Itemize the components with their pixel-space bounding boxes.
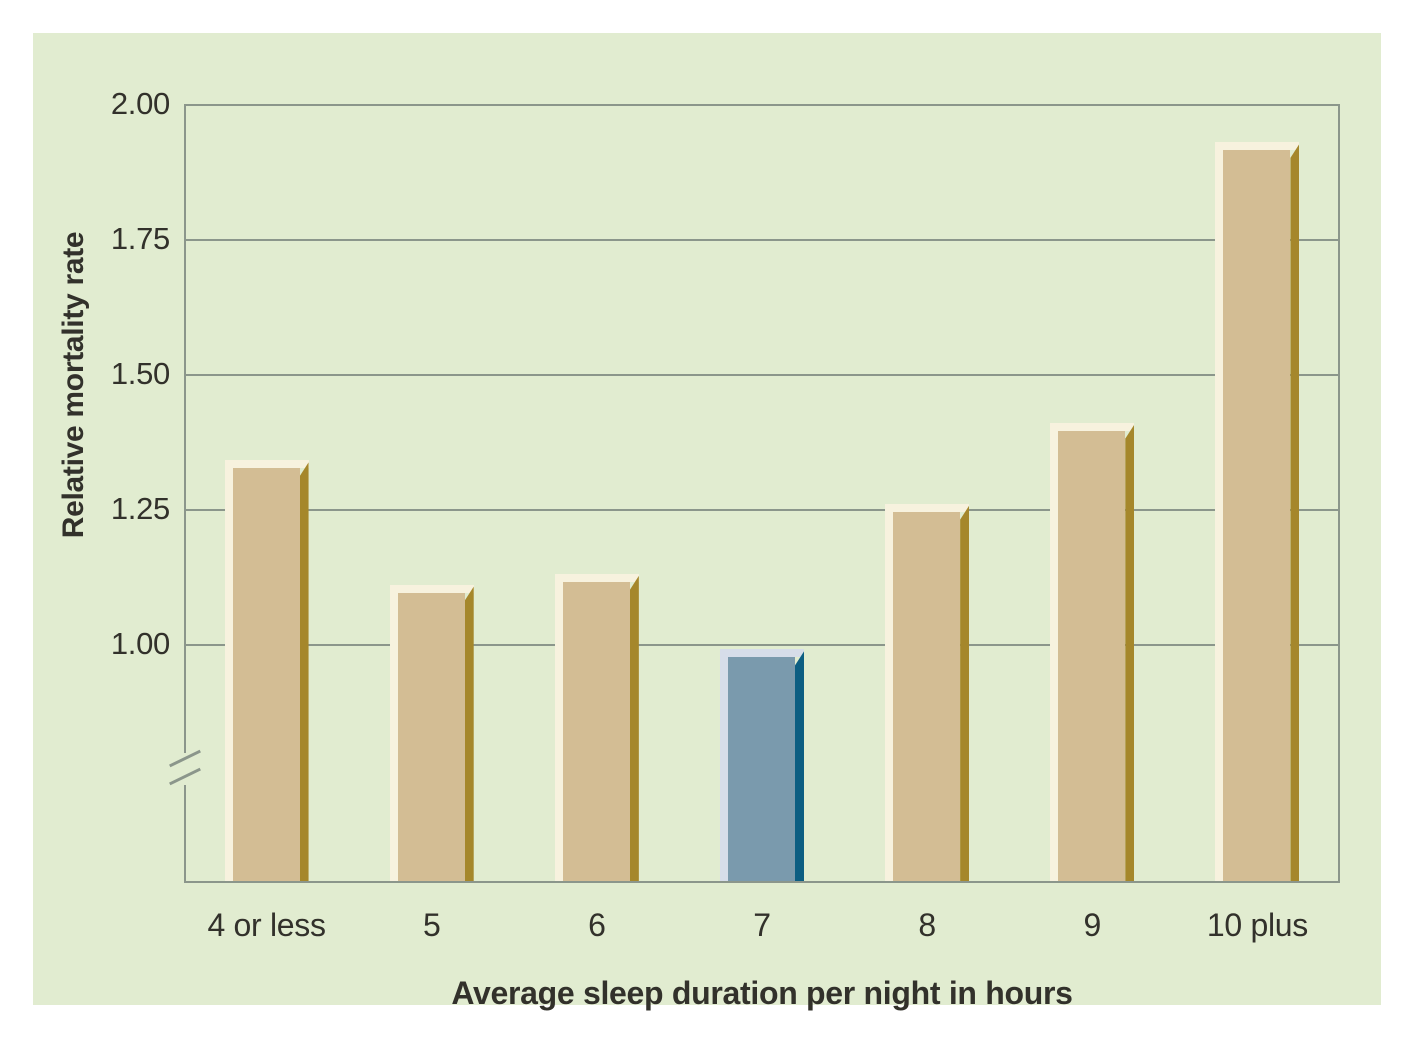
bar-body: [397, 592, 465, 881]
plot-area: [169, 104, 1340, 883]
y-tick-label: 1.25: [110, 491, 170, 526]
bar-5: [389, 584, 474, 881]
x-category-label: 7: [753, 907, 771, 943]
x-category-label: 9: [1083, 907, 1102, 943]
bar-highlight-left-edge: [389, 584, 398, 881]
bar-highlight-top-edge: [885, 503, 970, 512]
bar-highlight-left-edge: [720, 649, 728, 881]
bar-body: [728, 657, 795, 881]
bar-7: [720, 649, 804, 881]
y-tick-label: 1.00: [110, 626, 170, 661]
bar-highlight-top-edge: [554, 573, 639, 582]
gridline: [186, 374, 1338, 376]
bar-4-or-less: [224, 460, 309, 881]
x-category-label: 4 or less: [207, 907, 326, 943]
bar-shadow-right-edge: [1125, 424, 1135, 881]
bar-highlight-left-edge: [554, 573, 563, 881]
bar-highlight-left-edge: [1215, 141, 1224, 881]
bar-body: [562, 581, 630, 881]
bar-body: [1223, 149, 1291, 881]
bar-highlight-left-edge: [885, 503, 894, 881]
bar-highlight-left-edge: [1050, 422, 1059, 881]
x-category-label: 8: [918, 907, 936, 943]
bar-highlight-top-edge: [224, 460, 309, 469]
bar-shadow-right-edge: [795, 651, 804, 881]
y-tick-label: 2.00: [110, 86, 170, 121]
bar-9: [1050, 422, 1135, 881]
bar-shadow-right-edge: [629, 575, 639, 881]
bar-8: [885, 503, 970, 881]
bar-body: [1058, 430, 1126, 881]
bar-10-plus: [1215, 141, 1300, 881]
chart-panel: Relative mortality rate 2.00 1.75 1.50 1.25…: [33, 33, 1381, 1011]
x-axis-title: Average sleep duration per night in hour…: [451, 975, 1073, 1011]
bar-body: [232, 468, 300, 881]
x-category-label: 6: [588, 907, 606, 943]
y-axis-break-gap: [184, 753, 186, 785]
y-tick-label: 1.75: [110, 221, 170, 256]
bar-shadow-right-edge: [299, 462, 309, 881]
x-category-label: 5: [422, 907, 441, 943]
x-category-label: 10 plus: [1206, 907, 1308, 943]
bar-body: [893, 511, 961, 881]
gridline: [186, 509, 1338, 511]
bar-highlight-top-edge: [389, 584, 474, 593]
bar-shadow-right-edge: [464, 586, 474, 881]
bar-highlight-top-edge: [1215, 141, 1300, 150]
bar-shadow-right-edge: [960, 505, 970, 881]
bar-shadow-right-edge: [1290, 143, 1300, 881]
gridline: [186, 644, 1338, 646]
bar-highlight-top-edge: [1050, 422, 1135, 431]
bar-6: [554, 573, 639, 881]
gridline: [186, 239, 1338, 241]
bar-highlight-left-edge: [224, 460, 233, 881]
bar-highlight-top-edge: [720, 649, 804, 658]
y-tick-label: 1.50: [110, 356, 170, 391]
